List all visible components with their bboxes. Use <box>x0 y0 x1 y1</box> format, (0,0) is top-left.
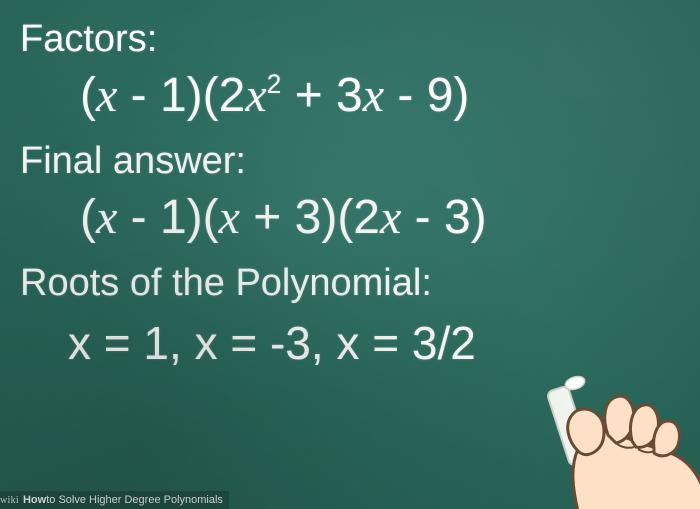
attribution-caption: wiki How to Solve Higher Degree Polynomi… <box>0 491 229 509</box>
label-roots: Roots of the Polynomial: <box>20 262 432 305</box>
label-factors: Factors: <box>20 18 157 61</box>
caption-how: How <box>23 494 46 506</box>
label-final-answer: Final answer: <box>20 140 246 183</box>
caption-rest: to Solve Higher Degree Polynomials <box>46 494 223 506</box>
hand-with-chalk-illustration <box>520 349 700 509</box>
expression-factors: (x - 1)(2x2 + 3x - 9) <box>80 68 469 123</box>
chalkboard: Factors: (x - 1)(2x2 + 3x - 9) Final ans… <box>0 0 700 509</box>
caption-wiki-prefix: wiki <box>0 495 19 506</box>
expression-final-answer: (x - 1)(x + 3)(2x - 3) <box>80 190 487 245</box>
expression-roots: x = 1, x = -3, x = 3/2 <box>68 316 476 370</box>
